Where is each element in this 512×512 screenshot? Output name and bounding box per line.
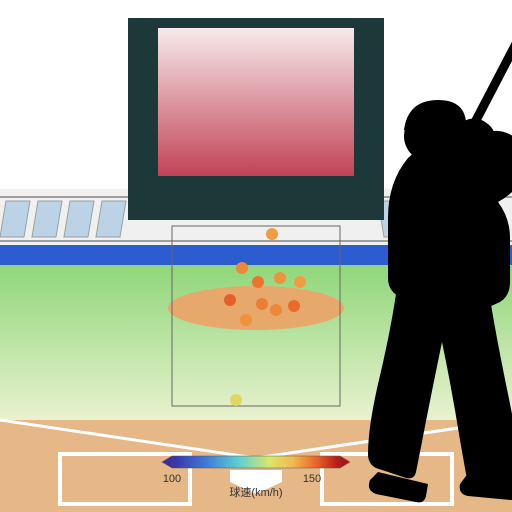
scoreboard-panel	[158, 28, 354, 176]
pitch-marker	[240, 314, 252, 326]
legend-tick: 150	[303, 473, 321, 485]
pitch-marker	[274, 272, 286, 284]
pitch-marker	[288, 300, 300, 312]
pitch-marker	[256, 298, 268, 310]
pitch-marker	[236, 262, 248, 274]
pitch-marker	[294, 276, 306, 288]
pitch-marker	[252, 276, 264, 288]
mound	[168, 286, 344, 330]
pitch-chart: 100 150 球速(km/h)	[0, 0, 512, 512]
pitch-marker	[270, 304, 282, 316]
pitch-marker	[230, 394, 242, 406]
pitch-marker	[224, 294, 236, 306]
scoreboard-pillar	[158, 176, 354, 220]
legend-tick: 100	[163, 473, 181, 485]
legend-colorbar	[172, 456, 340, 468]
pitch-marker	[266, 228, 278, 240]
legend-label: 球速(km/h)	[229, 485, 282, 499]
